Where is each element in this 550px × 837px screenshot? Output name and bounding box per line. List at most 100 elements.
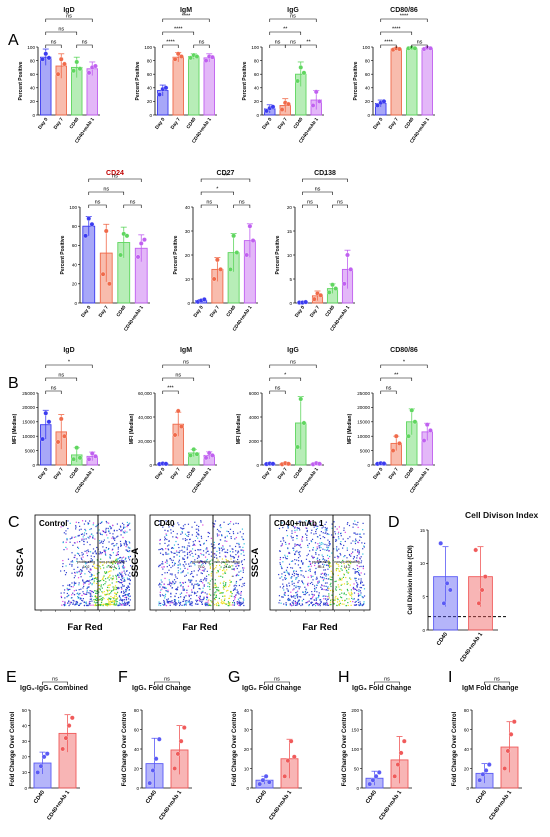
significance-bracket [76,44,93,48]
chart-title: CD138 [314,170,336,177]
flow-event [295,573,298,575]
flow-event [96,577,98,579]
flow-event [76,541,79,543]
flow-event [108,547,110,550]
flow-event [322,576,324,579]
flow-event [324,523,326,526]
flow-event [328,533,330,536]
significance-bracket [88,191,125,195]
x-tick-label: Day 7 [277,116,289,130]
flow-event [94,595,96,598]
flow-event [282,556,284,559]
y-tick-label: 60 [365,72,371,77]
flow-event [354,523,356,525]
flow-event [348,524,351,527]
flow-event [76,602,79,604]
flow-event [127,602,129,604]
flow-event [122,556,125,558]
flow-event [283,524,285,526]
flow-event [126,587,128,589]
flow-event [69,563,71,565]
flow-event [165,604,168,607]
flow-event [227,523,229,525]
flow-event [324,604,327,606]
y-axis-label: Fold Change Over Control [10,711,16,786]
flow-event [190,560,192,563]
flow-event [169,604,171,606]
flow-event [176,554,178,556]
flow-event [300,561,303,563]
flow-event [337,557,339,559]
flow-event [75,521,77,523]
significance-bracket [374,681,400,685]
x-tick-label: Day 7 [170,466,182,480]
flow-event [107,589,109,591]
flow-event [346,523,348,525]
flow-event [235,582,237,584]
flow-event [183,596,186,598]
flow-event [168,544,170,546]
flow-event [353,583,355,585]
flow-event [207,604,209,607]
flow-event [319,604,321,607]
flow-event [121,577,124,579]
data-point [257,781,263,787]
flow-event [215,567,217,569]
flow-event [357,541,360,544]
flow-event [362,567,364,570]
flow-event [72,586,74,588]
flow-event [191,534,193,536]
flow-event [346,547,348,549]
flow-event [281,567,283,570]
flow-event [225,582,227,584]
y-tick-label: 80 [72,224,78,229]
flow-event [195,528,197,530]
flow-event [190,581,192,583]
flow-event [290,591,292,593]
data-point [502,766,508,771]
flow-event [86,588,88,590]
flow-event [340,532,342,535]
flow-event [312,596,314,598]
flow-event [316,578,318,580]
flow-event [301,536,304,538]
flow-event [182,564,184,566]
flow-event [104,571,106,573]
flow-event [358,553,360,555]
flow-event [116,598,118,600]
flow-event [185,604,187,606]
flow-event [232,551,234,553]
flow-event [98,599,100,601]
flow-event [198,555,200,557]
x-tick-label: CD40 [475,790,488,805]
flow-event [170,593,172,595]
flow-event [164,603,166,605]
flow-event [119,582,121,584]
flow-event [319,602,322,604]
y-axis-label: Fold Change Over Control [342,711,348,786]
flow-plot-3: CD40+mAb 1proliferating85.4non-prolifera… [250,514,371,633]
flow-event [83,581,85,583]
flow-event [280,602,282,604]
flow-event [191,571,193,573]
flow-event [287,525,289,527]
flow-event [172,547,175,549]
flow-event [83,540,85,542]
flow-event [122,536,124,539]
flow-event [90,560,92,563]
flow-event [182,600,184,602]
x-tick-label: Day 7 [277,466,289,480]
flow-event [298,553,300,556]
flow-event [174,574,176,576]
flow-event [360,578,362,580]
flow-event [161,588,163,590]
flow-event [113,595,116,597]
flow-event [298,603,301,605]
flow-event [163,601,166,603]
significance-label: ns [58,373,64,379]
flow-event [235,594,237,596]
flow-event [107,599,110,601]
data-point [175,51,181,57]
flow-event [190,598,192,600]
flow-event [318,594,320,596]
